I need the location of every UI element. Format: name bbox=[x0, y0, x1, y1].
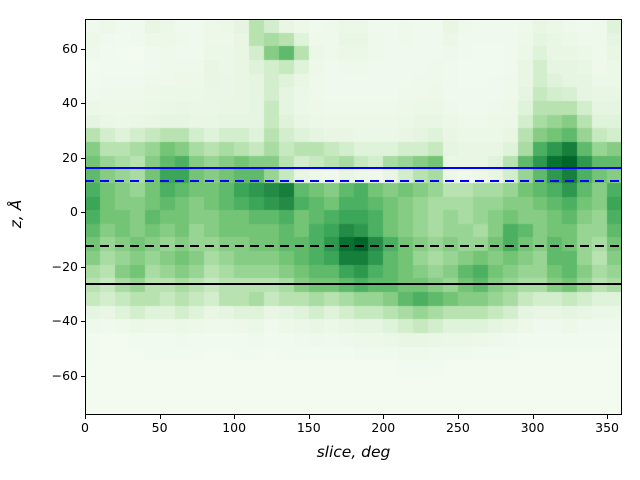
y-tick-label: 20 bbox=[62, 149, 78, 165]
x-tick-label: 150 bbox=[296, 420, 321, 435]
y-tick bbox=[81, 212, 85, 213]
x-tick bbox=[607, 415, 608, 419]
y-tick-label: −40 bbox=[51, 313, 78, 329]
y-tick bbox=[81, 49, 85, 50]
hline-upper-boundary-solid bbox=[85, 166, 622, 169]
x-axis-label: slice, deg bbox=[316, 443, 391, 461]
x-tick bbox=[309, 415, 310, 419]
heatmap-canvas bbox=[85, 19, 622, 415]
x-tick-label: 0 bbox=[81, 420, 89, 435]
y-tick-label: −60 bbox=[51, 367, 78, 383]
x-tick bbox=[533, 415, 534, 419]
x-tick-label: 250 bbox=[445, 420, 470, 435]
x-tick bbox=[383, 415, 384, 419]
y-tick bbox=[81, 103, 85, 104]
y-tick-label: 60 bbox=[62, 40, 78, 56]
hline-lower-boundary-dashed bbox=[85, 244, 622, 247]
hline-lower-boundary-solid bbox=[85, 283, 622, 286]
x-tick-label: 300 bbox=[520, 420, 545, 435]
y-tick bbox=[81, 267, 85, 268]
x-tick-label: 350 bbox=[595, 420, 620, 435]
y-tick-label: 40 bbox=[62, 95, 78, 111]
y-tick-label: −20 bbox=[51, 258, 78, 274]
x-tick bbox=[160, 415, 161, 419]
x-tick-label: 200 bbox=[371, 420, 396, 435]
y-tick bbox=[81, 376, 85, 377]
x-tick-label: 100 bbox=[222, 420, 247, 435]
x-tick bbox=[85, 415, 86, 419]
hline-upper-boundary-dashed bbox=[85, 179, 622, 182]
y-tick bbox=[81, 158, 85, 159]
y-tick bbox=[81, 321, 85, 322]
x-tick bbox=[458, 415, 459, 419]
x-tick bbox=[234, 415, 235, 419]
x-tick-label: 50 bbox=[151, 420, 168, 435]
y-tick-label: 0 bbox=[70, 204, 78, 220]
y-axis-label: z, Å bbox=[7, 199, 25, 229]
